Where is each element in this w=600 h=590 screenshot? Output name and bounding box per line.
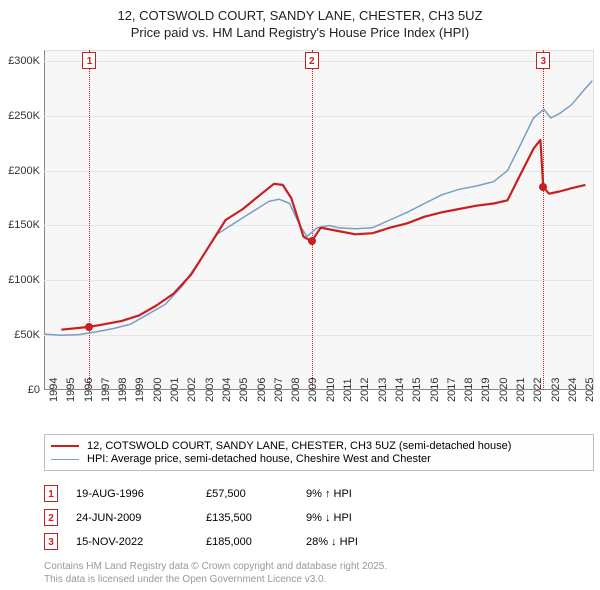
legend-swatch-blue <box>51 459 79 460</box>
event-dot <box>308 237 316 245</box>
event-dot <box>539 183 547 191</box>
event-delta: 9% ↑ HPI <box>306 488 426 500</box>
event-marker-3: 3 <box>536 52 550 69</box>
event-marker-inline: 1 <box>44 485 58 502</box>
event-price: £185,000 <box>206 536 306 548</box>
y-tick-label: £300K <box>8 55 40 67</box>
y-tick-label: £0 <box>28 384 40 396</box>
event-dot <box>85 323 93 331</box>
legend-label-1: 12, COTSWOLD COURT, SANDY LANE, CHESTER,… <box>87 440 511 452</box>
event-marker-2: 2 <box>305 52 319 69</box>
title-line1: 12, COTSWOLD COURT, SANDY LANE, CHESTER,… <box>0 8 600 25</box>
event-price: £135,500 <box>206 512 306 524</box>
hpi-line <box>44 81 592 336</box>
legend-label-2: HPI: Average price, semi-detached house,… <box>87 453 431 465</box>
event-row: 2 24-JUN-2009£135,5009% ↓ HPI <box>44 509 426 526</box>
plot-area: £0£50K£100K£150K£200K£250K£300K 19941995… <box>44 50 594 390</box>
event-row: 3 15-NOV-2022£185,00028% ↓ HPI <box>44 533 426 550</box>
price-paid-line <box>61 140 585 330</box>
y-tick-label: £100K <box>8 274 40 286</box>
chart-container: 12, COTSWOLD COURT, SANDY LANE, CHESTER,… <box>0 0 600 590</box>
title-block: 12, COTSWOLD COURT, SANDY LANE, CHESTER,… <box>0 0 600 42</box>
event-delta: 9% ↓ HPI <box>306 512 426 524</box>
legend-box: 12, COTSWOLD COURT, SANDY LANE, CHESTER,… <box>44 434 594 471</box>
footnote: Contains HM Land Registry data © Crown c… <box>44 561 387 586</box>
y-tick-label: £200K <box>8 165 40 177</box>
event-date: 19-AUG-1996 <box>76 488 206 500</box>
event-marker-inline: 3 <box>44 533 58 550</box>
event-price: £57,500 <box>206 488 306 500</box>
legend-swatch-red <box>51 445 79 447</box>
y-tick-label: £50K <box>14 329 40 341</box>
footnote-l2: This data is licensed under the Open Gov… <box>44 574 387 587</box>
event-marker-1: 1 <box>82 52 96 69</box>
line-chart-svg <box>44 50 594 390</box>
event-date: 15-NOV-2022 <box>76 536 206 548</box>
events-table: 1 19-AUG-1996£57,5009% ↑ HPI 2 24-JUN-2009£… <box>44 478 426 557</box>
title-line2: Price paid vs. HM Land Registry's House … <box>0 25 600 42</box>
legend-row-series2: HPI: Average price, semi-detached house,… <box>51 453 587 465</box>
event-marker-inline: 2 <box>44 509 58 526</box>
y-tick-label: £150K <box>8 219 40 231</box>
y-tick-label: £250K <box>8 110 40 122</box>
footnote-l1: Contains HM Land Registry data © Crown c… <box>44 561 387 574</box>
event-delta: 28% ↓ HPI <box>306 536 426 548</box>
legend-row-series1: 12, COTSWOLD COURT, SANDY LANE, CHESTER,… <box>51 440 587 452</box>
event-date: 24-JUN-2009 <box>76 512 206 524</box>
event-row: 1 19-AUG-1996£57,5009% ↑ HPI <box>44 485 426 502</box>
